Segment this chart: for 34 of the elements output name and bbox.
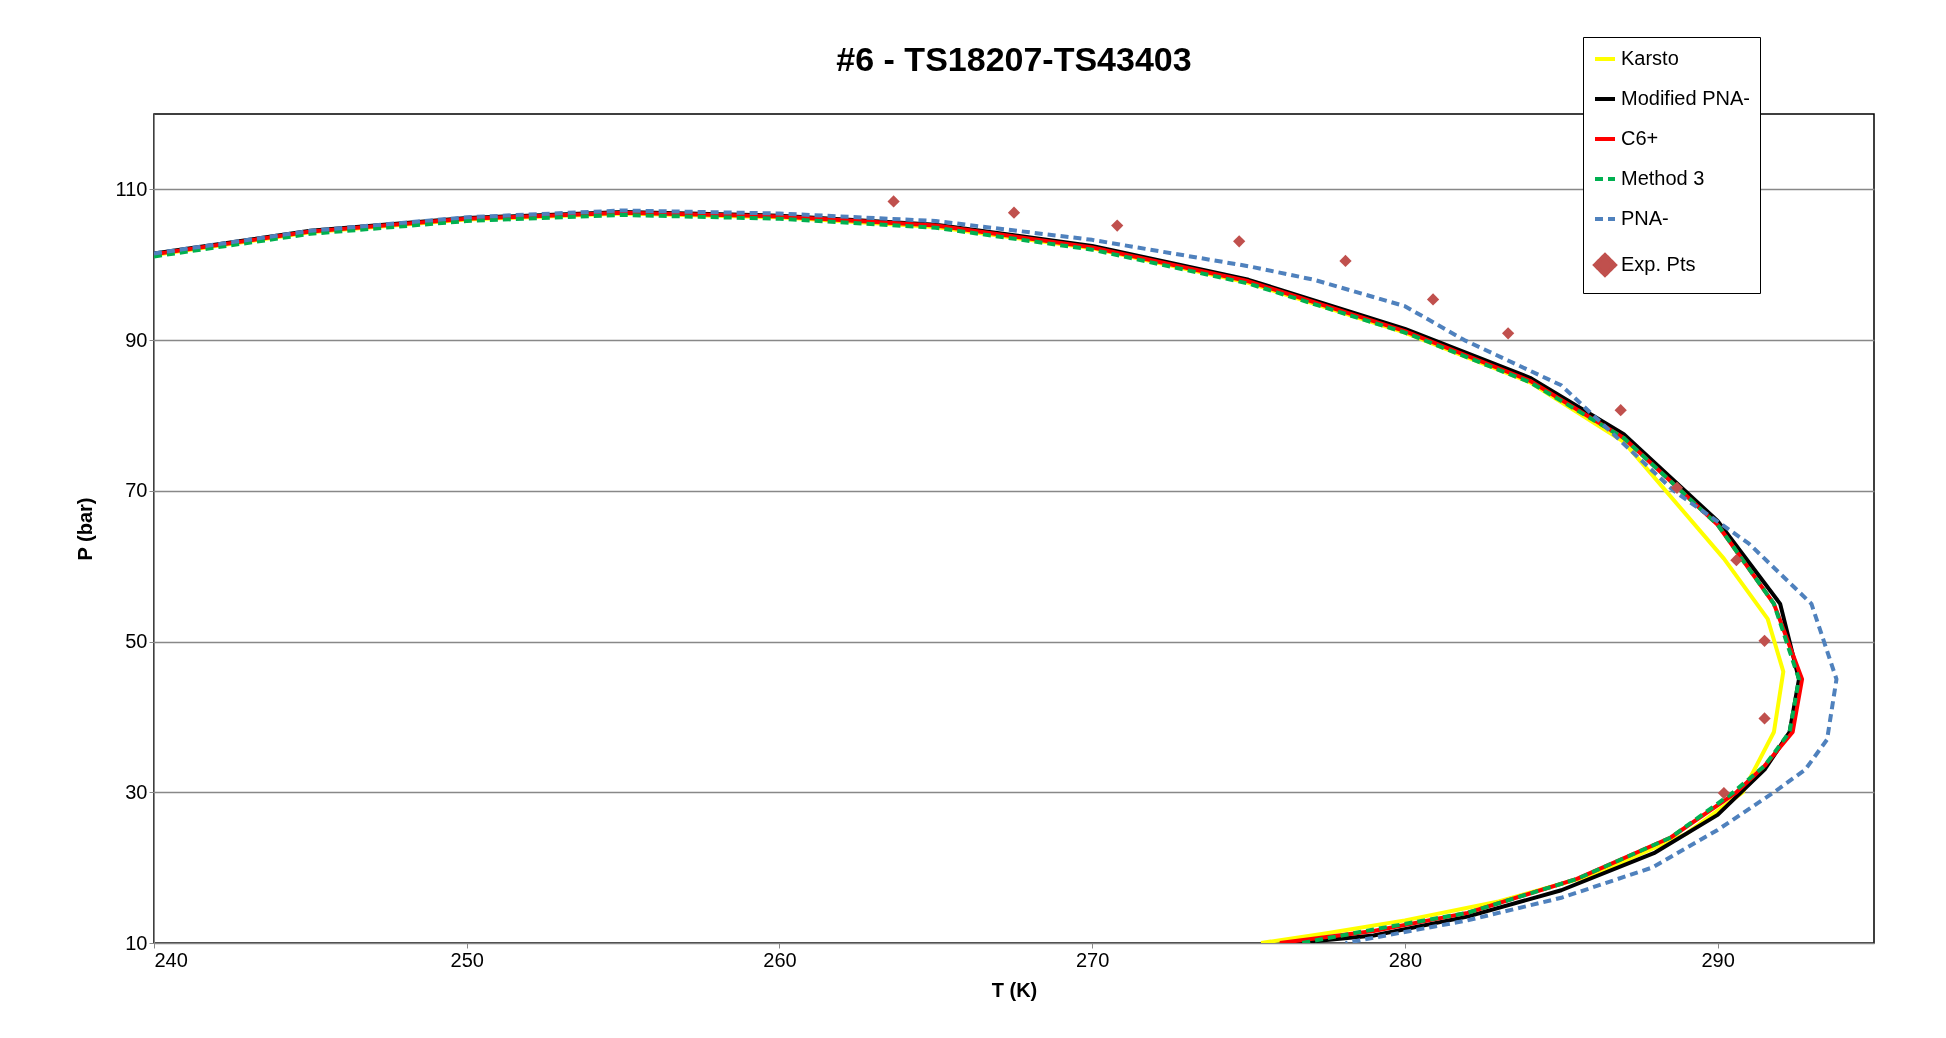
- point: [1614, 404, 1627, 417]
- x-tick-label: 280: [1388, 948, 1423, 971]
- y-tick-label: 10: [125, 931, 148, 954]
- point: [1233, 235, 1246, 248]
- legend-label: Method 3: [1621, 167, 1705, 189]
- x-tick-label: 250: [450, 948, 484, 971]
- legend-label: Exp. Pts: [1621, 253, 1696, 275]
- point: [1758, 634, 1771, 647]
- y-tick-label: 50: [125, 630, 148, 653]
- point: [887, 195, 900, 208]
- point: [1339, 254, 1352, 268]
- point: [1670, 481, 1684, 494]
- point: [1501, 327, 1515, 340]
- chart-title: #6 - TS18207-TS43403: [836, 39, 1192, 78]
- legend-label: C6+: [1621, 127, 1659, 149]
- legend-label: Modified PNA-: [1621, 87, 1750, 109]
- y-axis-title: P (bar): [73, 497, 96, 561]
- point: [1730, 554, 1743, 567]
- x-tick-label: 270: [1075, 948, 1110, 971]
- y-tick-label: 30: [125, 780, 148, 803]
- x-tick-label: 240: [154, 948, 188, 971]
- legend-label: PNA-: [1621, 207, 1669, 229]
- point: [1111, 219, 1124, 232]
- x-axis-title: T (K): [991, 978, 1038, 1001]
- point: [1007, 206, 1021, 219]
- point: [1758, 712, 1771, 725]
- x-tick-label: 290: [1701, 948, 1735, 971]
- point: [1717, 786, 1731, 800]
- y-tick-label: 70: [125, 479, 148, 502]
- y-tick-label: 90: [125, 328, 148, 351]
- point: [1426, 293, 1440, 306]
- legend-label: Karsto: [1621, 47, 1679, 69]
- x-tick-label: 260: [763, 948, 797, 971]
- y-tick-label: 110: [115, 177, 148, 200]
